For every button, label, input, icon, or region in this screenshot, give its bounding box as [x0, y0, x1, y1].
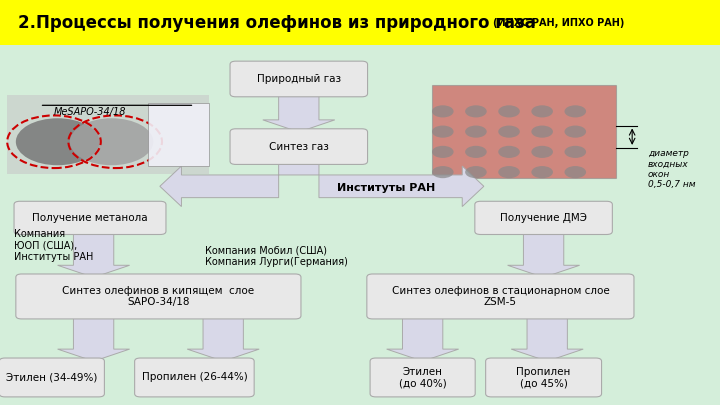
FancyBboxPatch shape — [366, 274, 634, 319]
Text: Получение метанола: Получение метанола — [32, 213, 148, 223]
Circle shape — [531, 146, 553, 158]
Circle shape — [531, 126, 553, 138]
Circle shape — [70, 118, 153, 165]
Polygon shape — [263, 94, 335, 132]
Circle shape — [432, 105, 454, 117]
Text: диаметр
входных
окон
0,5-0,7 нм: диаметр входных окон 0,5-0,7 нм — [648, 149, 696, 189]
Polygon shape — [160, 161, 319, 207]
Circle shape — [465, 146, 487, 158]
Text: Пропилен
(до 45%): Пропилен (до 45%) — [516, 367, 571, 388]
Text: Синтез олефинов в кипящем  слое
SAPO-34/18: Синтез олефинов в кипящем слое SAPO-34/1… — [63, 286, 254, 307]
Text: Компания
ЮОП (США),
Институты РАН: Компания ЮОП (США), Институты РАН — [14, 229, 94, 262]
Circle shape — [498, 105, 520, 117]
Circle shape — [432, 166, 454, 178]
Circle shape — [432, 126, 454, 138]
FancyBboxPatch shape — [16, 274, 301, 319]
FancyBboxPatch shape — [135, 358, 254, 397]
Polygon shape — [187, 316, 259, 361]
Circle shape — [498, 146, 520, 158]
Polygon shape — [508, 231, 580, 277]
FancyBboxPatch shape — [14, 201, 166, 234]
Text: 2.Процессы получения олефинов из природного газа: 2.Процессы получения олефинов из природн… — [18, 14, 536, 32]
Circle shape — [531, 105, 553, 117]
Polygon shape — [387, 316, 459, 361]
Circle shape — [564, 126, 586, 138]
Polygon shape — [58, 316, 130, 361]
FancyBboxPatch shape — [230, 129, 367, 164]
Circle shape — [564, 166, 586, 178]
Circle shape — [465, 105, 487, 117]
Bar — [7, 95, 209, 174]
Polygon shape — [511, 316, 583, 361]
Text: Синтез олефинов в стационарном слое
ZSM-5: Синтез олефинов в стационарном слое ZSM-… — [392, 286, 609, 307]
Polygon shape — [58, 231, 130, 277]
Polygon shape — [319, 166, 484, 207]
Circle shape — [432, 146, 454, 158]
Text: (ИНХС РАН, ИПХО РАН): (ИНХС РАН, ИПХО РАН) — [493, 18, 624, 28]
Text: Институты РАН: Институты РАН — [337, 183, 435, 193]
Text: Пропилен (26-44%): Пропилен (26-44%) — [142, 373, 247, 382]
FancyBboxPatch shape — [485, 358, 601, 397]
Circle shape — [531, 166, 553, 178]
FancyBboxPatch shape — [475, 201, 612, 234]
Text: Этилен (34-49%): Этилен (34-49%) — [6, 373, 97, 382]
Circle shape — [16, 118, 99, 165]
Text: Получение ДМЭ: Получение ДМЭ — [500, 213, 587, 223]
Circle shape — [465, 166, 487, 178]
Bar — [148, 103, 209, 166]
Text: Компания Мобил (США)
Компания Лурги(Германия): Компания Мобил (США) Компания Лурги(Герм… — [205, 245, 348, 266]
Circle shape — [564, 146, 586, 158]
Circle shape — [498, 126, 520, 138]
FancyBboxPatch shape — [230, 61, 367, 97]
FancyBboxPatch shape — [0, 358, 104, 397]
Circle shape — [564, 105, 586, 117]
Text: Этилен
(до 40%): Этилен (до 40%) — [399, 367, 446, 388]
FancyBboxPatch shape — [370, 358, 475, 397]
Circle shape — [498, 166, 520, 178]
Circle shape — [465, 126, 487, 138]
Text: Синтез газ: Синтез газ — [269, 142, 329, 151]
Bar — [0, 0, 720, 45]
Text: MeSAPO-34/18: MeSAPO-34/18 — [54, 107, 127, 117]
Text: Природный газ: Природный газ — [257, 74, 341, 84]
Bar — [432, 85, 616, 178]
